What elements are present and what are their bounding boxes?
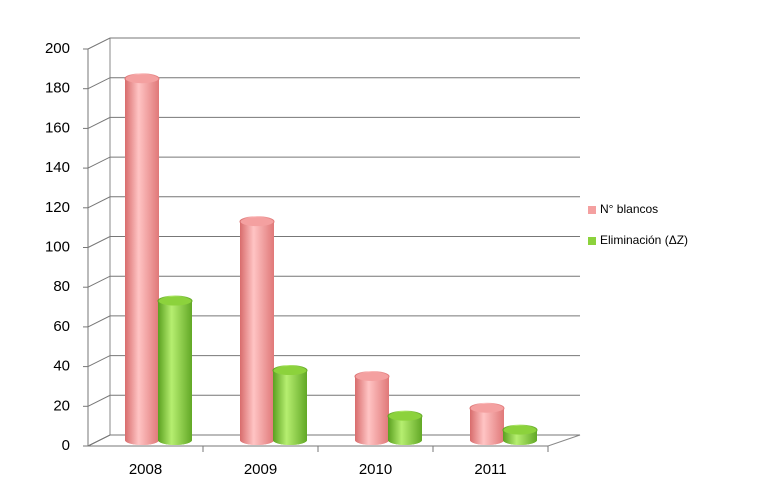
bar (355, 376, 389, 445)
x-tick-label: 2009 (244, 461, 277, 478)
x-tick-label: 2010 (359, 461, 392, 478)
bar-top (239, 216, 275, 228)
legend-swatch (588, 237, 596, 245)
grid-line (87, 315, 580, 328)
bar (273, 370, 307, 445)
y-tick-label: 0 (62, 437, 70, 454)
bar-top (502, 424, 538, 436)
legend-swatch (588, 206, 596, 214)
y-tick-label: 200 (45, 40, 70, 57)
bar (158, 301, 192, 445)
y-tick-label: 60 (53, 318, 70, 335)
grid-line (87, 156, 580, 169)
grid-line (87, 434, 580, 447)
y-tick-label: 100 (45, 238, 70, 255)
y-tick-label: 180 (45, 80, 70, 97)
bar-top (469, 402, 505, 414)
y-tick-label: 160 (45, 119, 70, 136)
grid-line (87, 196, 580, 209)
bar (470, 408, 504, 445)
bar-top (272, 365, 308, 377)
grid-line (87, 77, 580, 90)
grid-line (87, 394, 580, 407)
grid-line (87, 116, 580, 129)
y-tick-label: 20 (53, 397, 70, 414)
y-tick-label: 40 (53, 358, 70, 375)
y-tick-label: 120 (45, 199, 70, 216)
bar-top (157, 295, 193, 307)
grid-line (87, 236, 580, 248)
legend-label: N° blancos (600, 202, 658, 216)
bar (388, 416, 422, 445)
x-tick-label: 2011 (474, 461, 506, 478)
grid-line (87, 275, 580, 288)
y-tick-label: 140 (45, 159, 70, 176)
bar-top (124, 73, 160, 85)
bar-top (387, 410, 423, 422)
x-tick-label: 2008 (129, 461, 162, 478)
grid-line (87, 355, 580, 368)
bar (125, 78, 159, 445)
grid-line (87, 37, 580, 50)
bar-top (354, 370, 390, 382)
legend-label: Eliminación (ΔZ) (600, 233, 688, 247)
y-tick-label: 80 (53, 278, 70, 295)
bar (240, 221, 274, 445)
